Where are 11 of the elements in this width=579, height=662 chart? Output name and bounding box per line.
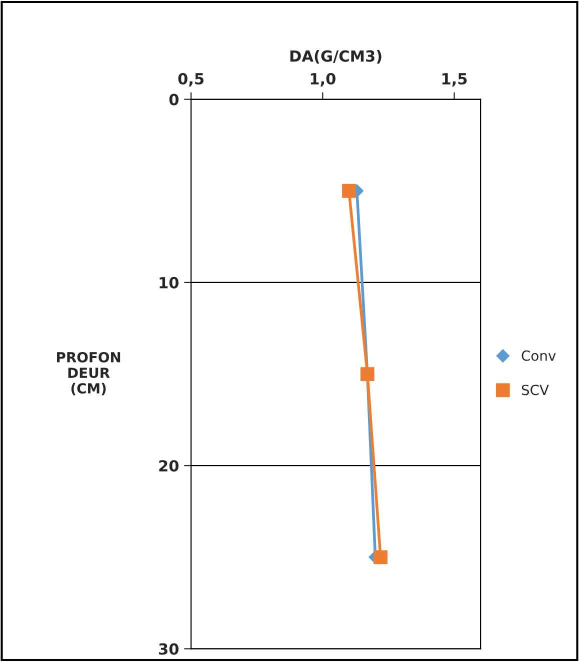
y-tick-label: 0 — [169, 94, 179, 106]
x-tick-label: 0,5 — [178, 72, 204, 86]
x-tick-label: 1,5 — [442, 73, 467, 86]
legend-label: SCV — [522, 384, 549, 396]
legend-label: Conv — [522, 350, 556, 361]
y-tick-label: 30 — [159, 643, 179, 655]
y-tick-label: 20 — [159, 460, 179, 472]
x-axis-title: DA(G/CM3) — [290, 50, 382, 64]
y-axis-title: PROFON DEUR (CM) — [57, 352, 120, 396]
y-tick-label: 10 — [160, 276, 179, 288]
x-tick-label: 1,0 — [310, 72, 336, 86]
